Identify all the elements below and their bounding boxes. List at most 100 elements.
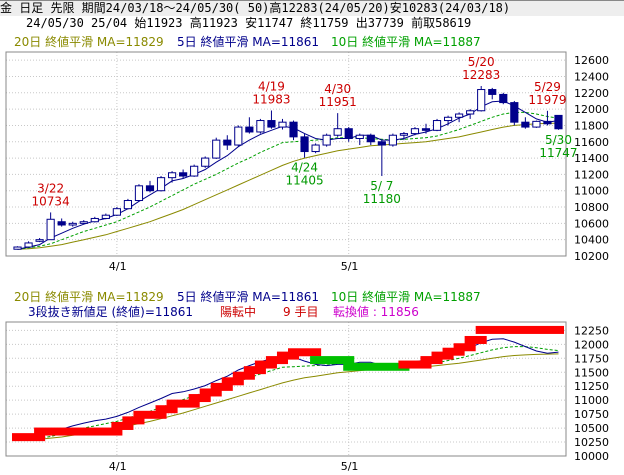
candle-body <box>432 120 442 131</box>
candle-body <box>377 141 386 146</box>
new-price-brick <box>288 348 322 357</box>
y-tick-label: 11800 <box>574 119 609 132</box>
x-tick-label: 5/1 <box>341 260 359 273</box>
y-tick-label: 10750 <box>574 408 609 421</box>
candle-body <box>344 128 353 139</box>
ma20-legend: 20日 終値平滑 MA=11829 <box>14 34 164 49</box>
candle-body <box>521 121 530 128</box>
new-price-brick <box>254 360 277 369</box>
x-tick-label: 4/1 <box>109 460 127 473</box>
new-price-brick <box>34 427 123 436</box>
candle-body <box>554 114 563 130</box>
candle-body <box>399 133 409 136</box>
candle-body <box>190 165 199 177</box>
new-price-brick <box>453 343 476 352</box>
candle-body <box>421 128 431 131</box>
ma10-line <box>17 346 559 441</box>
candle-body <box>112 208 121 216</box>
price-annotation-value: 10734 <box>32 194 70 208</box>
candle-body <box>510 102 519 123</box>
new-price-brick <box>155 405 178 414</box>
price-annotation-value: 12283 <box>462 68 500 82</box>
new-price-brick <box>265 356 288 365</box>
candle-body <box>46 218 55 241</box>
ma10-line <box>17 111 559 250</box>
new-price-brick <box>420 356 443 365</box>
y-tick-label: 10600 <box>574 217 609 230</box>
price-annotation-date: 4/30 <box>324 82 351 96</box>
ma10-legend-bottom: 10日 終値平滑 MA=11887 <box>331 289 481 304</box>
new-price-brick <box>475 325 564 334</box>
price-annotation-date: 5/20 <box>468 55 495 69</box>
candle-body <box>455 113 464 118</box>
new-price-brick <box>243 366 266 375</box>
y-tick-label: 12250 <box>574 324 609 337</box>
candle-body <box>300 136 309 153</box>
candle-body <box>101 214 110 219</box>
new-price-brick <box>343 362 410 371</box>
kagi-info-label: 3段抜き新値足 (終値)=11861 <box>28 304 193 319</box>
y-tick-label: 11600 <box>574 136 609 149</box>
y-tick-label: 12000 <box>574 338 609 351</box>
candle-body <box>156 177 166 192</box>
y-tick-label: 10500 <box>574 422 609 435</box>
new-price-brick <box>166 399 200 408</box>
candle-body <box>179 172 188 177</box>
candle-body <box>267 120 276 128</box>
candle-body <box>134 185 144 202</box>
price-annotation-date: 3/22 <box>37 181 64 195</box>
candle-body <box>410 128 420 135</box>
new-price-brick <box>188 394 211 403</box>
candle-body <box>212 139 221 159</box>
price-annotation-value: 11983 <box>252 93 290 107</box>
y-tick-label: 10200 <box>574 250 609 263</box>
candle-body <box>488 89 497 95</box>
new-price-brick <box>464 335 487 344</box>
kagi-reversal-value: 転換値 : 11856 <box>333 304 419 319</box>
x-tick-label: 5/1 <box>341 460 359 473</box>
new-price-brick <box>398 360 432 369</box>
y-tick-label: 12600 <box>574 54 609 67</box>
new-price-brick <box>442 347 465 356</box>
y-tick-label: 10000 <box>574 450 609 463</box>
ma20-legend-bottom: 20日 終値平滑 MA=11829 <box>14 289 164 304</box>
y-tick-label: 11400 <box>574 152 609 165</box>
candle-body <box>24 242 33 248</box>
chart-header-line2: 24/05/30 25/04 始11923 高11923 安11747 終117… <box>0 16 624 30</box>
candle-body <box>123 200 133 210</box>
candle-body <box>366 134 375 143</box>
x-tick-label: 4/1 <box>109 260 127 273</box>
plot-frame <box>5 321 567 457</box>
candle-body <box>234 126 243 146</box>
candle-body <box>68 222 77 226</box>
new-price-brick <box>111 421 134 430</box>
candle-body <box>145 185 155 192</box>
new-price-brick <box>310 356 355 365</box>
price-annotation-date: 4/19 <box>258 80 285 94</box>
candle-body <box>355 134 364 139</box>
price-annotation-value: 11180 <box>363 192 401 206</box>
ma20-line <box>17 122 559 250</box>
bottom-ma-legend: 20日 終値平滑 MA=11829 5日 終値平滑 MA=11861 10日 終… <box>14 289 481 319</box>
price-annotation-date: 5/30 <box>545 133 572 147</box>
y-tick-label: 12400 <box>574 70 609 83</box>
y-tick-label: 12200 <box>574 87 609 100</box>
candle-body <box>532 120 541 128</box>
y-tick-label: 10400 <box>574 234 609 247</box>
kagi-trend-status: 陽転中 <box>220 304 256 319</box>
new-price-brick <box>221 377 244 386</box>
y-tick-label: 11000 <box>574 394 609 407</box>
y-tick-label: 12000 <box>574 103 609 116</box>
candle-body <box>499 93 508 104</box>
candle-body <box>57 221 66 226</box>
new-price-brick <box>199 388 222 397</box>
candle-body <box>223 139 232 146</box>
new-price-brick <box>12 433 46 442</box>
new-price-brick <box>133 410 167 419</box>
candle-body <box>167 172 177 179</box>
ma5-legend: 5日 終値平滑 MA=11861 <box>177 34 319 49</box>
price-annotation-date: 5/ 7 <box>370 179 393 193</box>
new-price-brick <box>232 371 255 380</box>
candlestick-panel: 10200 10400 10600 10800 11000 11200 11400 11600… <box>5 51 609 273</box>
